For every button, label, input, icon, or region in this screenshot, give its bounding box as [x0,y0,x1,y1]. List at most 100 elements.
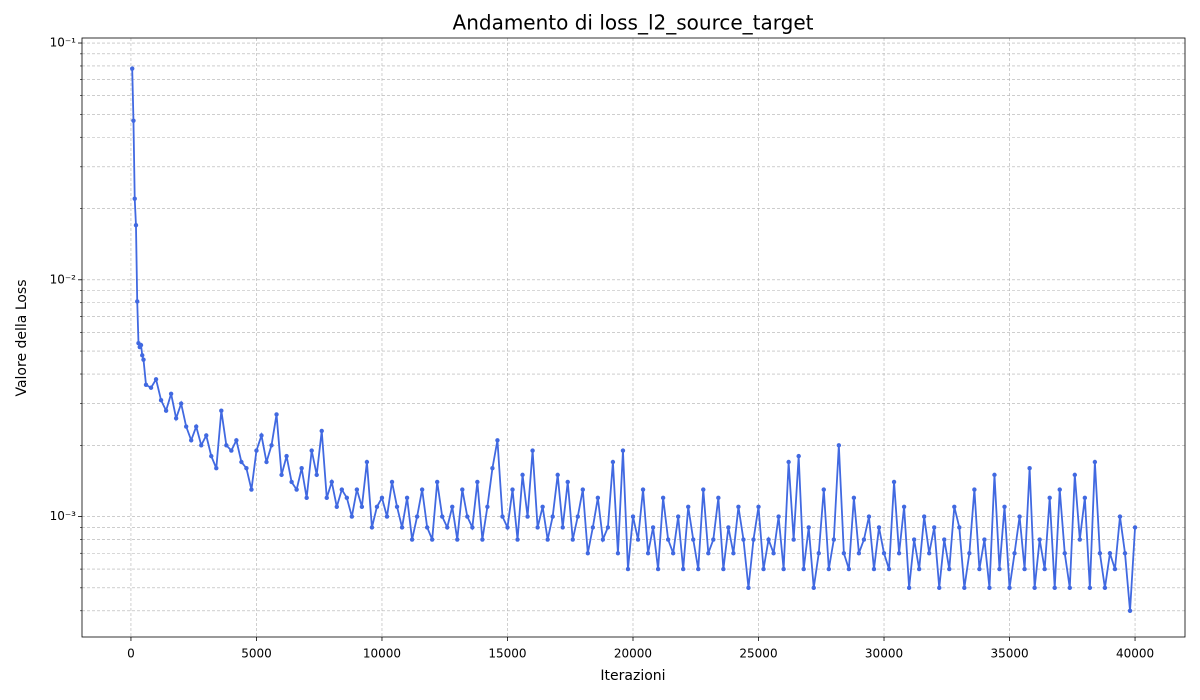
data-point [691,537,696,542]
data-point [992,472,997,478]
data-point [143,382,149,388]
data-point [130,66,135,71]
data-point [545,537,550,542]
data-point [560,525,565,530]
data-point [816,551,821,556]
data-point [409,537,415,542]
data-point [1092,459,1098,465]
data-point [158,398,164,403]
data-point [1052,585,1057,591]
data-point [771,551,776,556]
x-tick-label: 35000 [990,647,1028,661]
data-point [826,566,831,572]
data-point [585,551,591,556]
data-point [731,551,736,556]
data-point [1062,551,1067,556]
data-point [309,448,314,453]
y-tick-label: 10⁻³ [50,509,77,523]
data-point [249,487,254,492]
x-tick-label: 10000 [363,647,401,661]
data-point [183,424,189,429]
data-point [711,537,716,542]
data-point [199,443,204,448]
data-point [756,504,761,509]
x-tick-label: 20000 [614,647,652,661]
data-point [1007,585,1012,591]
data-point [781,566,786,572]
data-point [801,566,806,572]
data-point [746,585,751,591]
data-point [299,466,304,471]
data-point [294,487,299,492]
data-point [927,551,932,556]
data-point [419,487,425,492]
data-point [977,566,982,572]
data-point [404,495,410,501]
data-point [1072,472,1078,478]
data-point [620,448,626,453]
data-point [460,487,465,492]
data-point [229,448,234,453]
data-point [1067,585,1072,591]
chart-title: Andamento di loss_l2_source_target [453,11,814,35]
data-point [168,391,174,396]
data-point [364,459,370,465]
data-point [706,551,711,556]
data-point [304,495,309,501]
data-point [751,537,756,542]
data-point [675,514,681,519]
data-point [846,566,852,572]
data-point [1132,525,1138,530]
data-point [445,525,450,530]
data-point [806,525,811,530]
data-point [1082,495,1088,501]
data-point [394,504,400,509]
data-point [178,401,184,406]
data-point [655,566,661,572]
data-point [369,525,375,530]
data-point [1002,504,1007,509]
data-point [389,479,395,485]
data-point [244,466,249,471]
data-point [354,487,360,492]
data-point [570,537,575,542]
data-point [901,504,907,509]
data-point [131,118,136,123]
x-tick-label: 5000 [241,647,272,661]
data-point [736,504,741,509]
plot-frame [81,37,1186,638]
data-point [274,412,279,417]
data-point [811,585,816,591]
data-point [1017,514,1022,519]
data-point [590,525,596,530]
y-tick-label: 10⁻¹ [50,36,77,50]
data-point [284,453,289,459]
data-point [886,566,892,572]
data-point [319,428,324,434]
data-point [324,495,329,501]
data-point [374,504,380,509]
data-point [465,514,470,519]
data-point [289,479,294,485]
data-point [575,514,580,519]
data-point [640,487,646,492]
data-point [831,537,837,542]
data-point [701,487,706,492]
data-point [650,525,656,530]
data-point [384,514,390,519]
x-tick-label: 0 [127,647,135,661]
data-point [896,551,902,556]
data-point [455,537,460,542]
data-point [726,525,731,530]
data-point [605,525,611,530]
data-point [314,472,319,478]
data-point [871,566,877,572]
data-point [942,537,947,542]
data-point [921,514,927,519]
data-point [796,453,801,459]
data-point [510,487,515,492]
data-point [670,551,676,556]
data-point [962,585,967,591]
data-point [349,514,355,519]
